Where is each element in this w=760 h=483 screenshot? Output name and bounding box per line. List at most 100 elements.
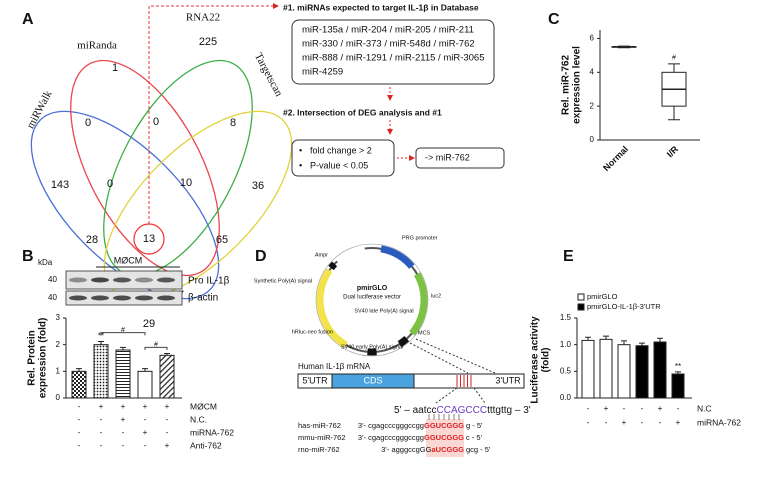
y-tick-label: 1 bbox=[56, 366, 61, 375]
luc2 bbox=[409, 272, 428, 336]
error-bar bbox=[603, 335, 609, 340]
alignment-end: gcg - 5' bbox=[466, 445, 491, 454]
venn-count: 0 bbox=[107, 178, 113, 190]
legend-swatch bbox=[577, 303, 585, 311]
utr3 bbox=[413, 373, 525, 389]
significance: ** bbox=[98, 332, 104, 341]
legend-label: pmirGLO-IL-1β-3'UTR bbox=[587, 302, 661, 311]
x-tick-label: I/R bbox=[665, 144, 681, 160]
condition-sign: - bbox=[100, 415, 103, 424]
venn-count: 8 bbox=[230, 117, 236, 129]
condition-sign: - bbox=[641, 404, 644, 413]
region: 5'UTR bbox=[302, 375, 328, 385]
plasmid-feature: SV40 early Poly(A) signal bbox=[341, 344, 403, 350]
panel-label: A bbox=[22, 11, 34, 28]
error-bar bbox=[639, 342, 645, 346]
region: CDS bbox=[363, 375, 382, 385]
venn-count: 29 bbox=[143, 318, 155, 330]
legend-label: pmirGLO bbox=[587, 292, 618, 301]
error-bar bbox=[76, 368, 82, 372]
alignment-end: g - 5' bbox=[466, 421, 483, 430]
y-axis-label: Rel. Protein bbox=[27, 330, 38, 386]
venn-count: 0 bbox=[85, 117, 91, 129]
plasmid-feature: Synthetic Poly(A) signal bbox=[254, 278, 312, 284]
venn-count: 10 bbox=[180, 177, 192, 189]
band-label: β-actin bbox=[188, 293, 218, 304]
error-bar bbox=[120, 346, 126, 350]
mcs bbox=[397, 335, 410, 348]
bullet: • bbox=[299, 160, 302, 170]
seed: CCAGCCC bbox=[437, 405, 488, 416]
error-bar bbox=[164, 352, 170, 356]
condition-sign: + bbox=[658, 404, 663, 413]
criteria-box bbox=[291, 139, 395, 177]
seed: aUCGGG bbox=[431, 445, 464, 454]
condition-sign: + bbox=[99, 402, 104, 411]
condition-label: Anti-762 bbox=[190, 440, 222, 450]
plasmid-feature: luc2 bbox=[431, 293, 441, 299]
venn-set bbox=[30, 110, 220, 300]
y-tick-label: 0.0 bbox=[560, 393, 572, 402]
zoom-line bbox=[409, 338, 496, 374]
panel-label: E bbox=[563, 248, 574, 265]
y-axis-label: Rel. miR-762 bbox=[561, 55, 572, 115]
venn-count: 1 bbox=[112, 62, 118, 74]
blot-band bbox=[135, 295, 153, 301]
whisker bbox=[668, 63, 680, 121]
error-bar bbox=[585, 336, 591, 341]
venn-count: 65 bbox=[216, 234, 228, 246]
venn-set-label: miRWalk bbox=[25, 88, 55, 131]
condition-label: MØCM bbox=[190, 401, 217, 411]
bar bbox=[653, 341, 667, 399]
mirna-list: miR-135a / miR-204 / miR-205 / miR-211 bbox=[302, 25, 474, 36]
sequence-part: tttgttg – 3' bbox=[487, 405, 531, 416]
condition-sign: - bbox=[100, 441, 103, 450]
bar bbox=[617, 344, 631, 399]
mirna-name: has-miR-762 bbox=[298, 421, 341, 430]
target-sequence: 5' – aatccCCAGCCCtttgttg – 3' bbox=[394, 405, 531, 416]
bar bbox=[159, 354, 175, 399]
condition-sign: - bbox=[677, 404, 680, 413]
y-tick-label: 2 bbox=[590, 101, 595, 110]
seed-highlight bbox=[426, 419, 464, 457]
connector bbox=[148, 3, 279, 224]
y-tick-label: 0.5 bbox=[560, 366, 572, 375]
significance: # bbox=[672, 55, 676, 62]
bar bbox=[599, 338, 613, 399]
venn-count: 13 bbox=[143, 233, 155, 245]
mrna-label: Human IL-1β mRNA bbox=[298, 362, 371, 371]
condition-label: miRNA-762 bbox=[697, 417, 741, 427]
plasmid-feature: MCS bbox=[418, 330, 431, 336]
plasmid-name: pmirGLO bbox=[357, 285, 388, 292]
result-box bbox=[415, 147, 505, 169]
panel-label: C bbox=[548, 11, 560, 28]
sequence-part: 3'- cgagcccgggccgg bbox=[358, 433, 424, 442]
bar bbox=[71, 370, 87, 399]
sequence-part: 3'- cgagcccgggccgg bbox=[358, 421, 424, 430]
flow-step: #2. Intersection of DEG analysis and #1 bbox=[283, 107, 442, 117]
blot-band bbox=[91, 277, 109, 283]
y-tick-label: 0 bbox=[56, 393, 61, 402]
blot-marker: 40 bbox=[48, 293, 57, 302]
panel-label: D bbox=[255, 248, 267, 265]
result: -> miR-762 bbox=[425, 152, 470, 162]
criterion: fold change > 2 bbox=[310, 145, 372, 155]
blot-band bbox=[135, 277, 153, 283]
plasmid-feature: Ampr bbox=[315, 252, 328, 258]
venn-count: 143 bbox=[51, 179, 69, 191]
mirna-list: miR-888 / miR-1291 / miR-2115 / miR-3065 bbox=[302, 53, 485, 64]
band-label: Pro IL-1β bbox=[188, 276, 230, 287]
condition-sign: + bbox=[121, 415, 126, 424]
bar bbox=[137, 370, 153, 399]
ampr bbox=[334, 245, 366, 265]
panel-label: B bbox=[22, 248, 34, 265]
y-axis-label: (fold) bbox=[541, 348, 552, 373]
venn-set-label: miRanda bbox=[77, 40, 117, 52]
blot-band bbox=[69, 277, 87, 283]
venn-count: 28 bbox=[86, 234, 98, 246]
condition-sign: - bbox=[166, 428, 169, 437]
venn-set bbox=[70, 59, 220, 277]
alignment-end: c - 5' bbox=[466, 433, 483, 442]
condition-sign: - bbox=[587, 404, 590, 413]
blot-marker: 40 bbox=[48, 275, 57, 284]
